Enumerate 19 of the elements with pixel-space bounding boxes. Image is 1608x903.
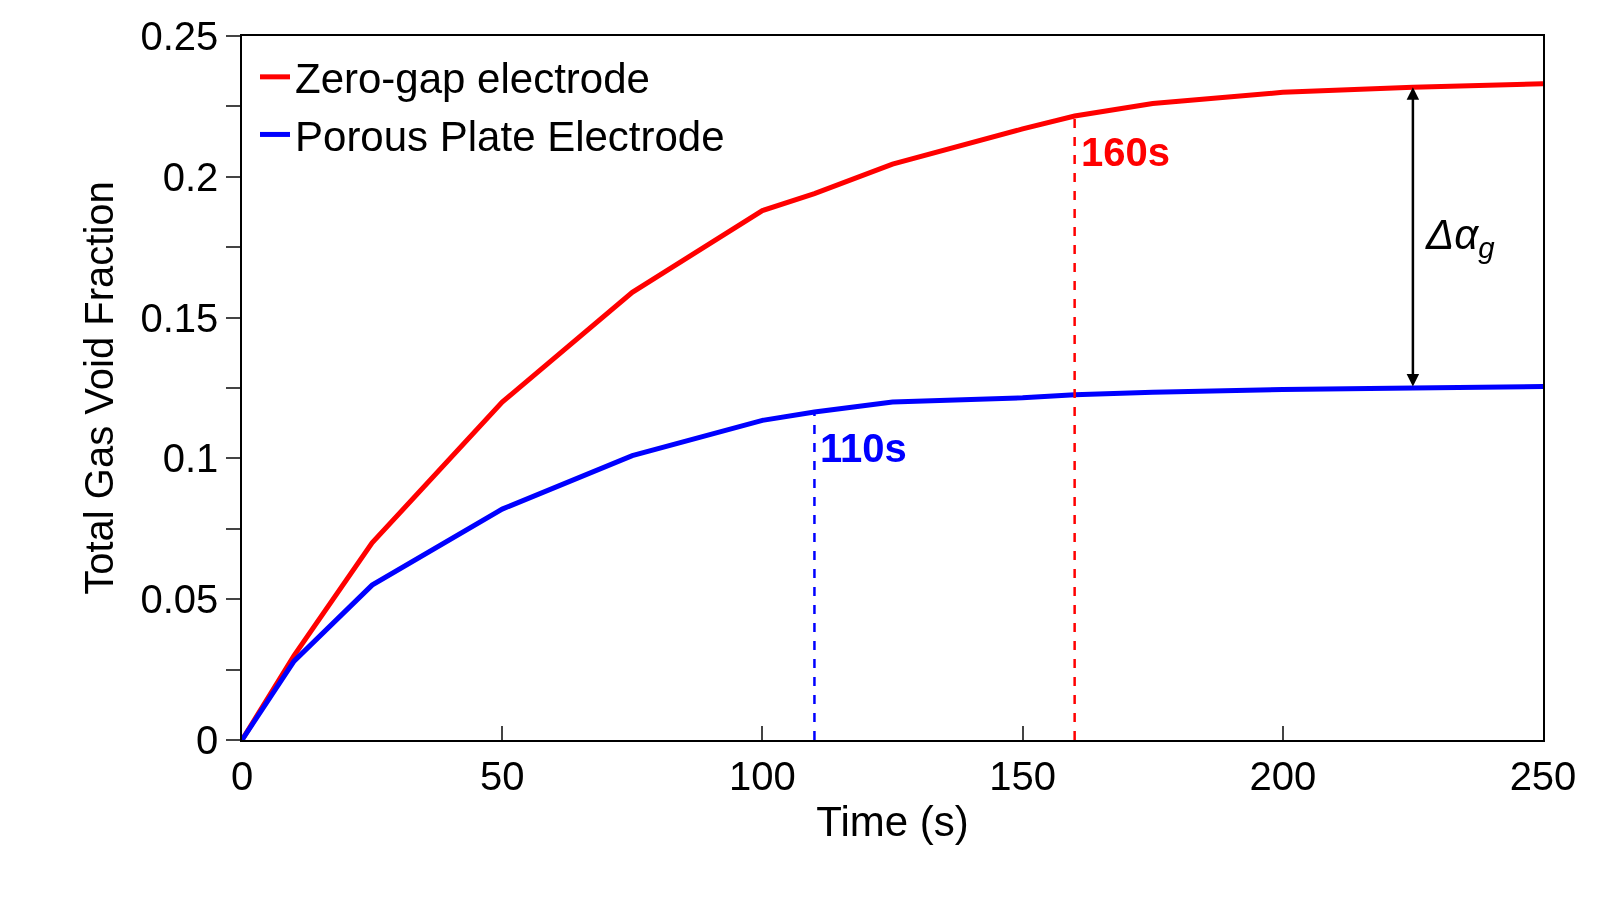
y-tick-label: 0.15 xyxy=(140,295,219,340)
y-tick-label: 0.2 xyxy=(162,154,219,199)
ref-line-label: 160s xyxy=(1081,130,1170,174)
x-tick-label: 100 xyxy=(729,753,796,798)
y-axis-title: Total Gas Void Fraction xyxy=(77,181,122,595)
legend-label: Zero-gap electrode xyxy=(295,55,650,103)
x-tick-label: 0 xyxy=(230,753,254,798)
x-tick-label: 200 xyxy=(1249,753,1317,798)
y-tick-label: 0.25 xyxy=(140,14,219,58)
y-tick-label: 0.1 xyxy=(162,436,219,481)
x-tick-label: 250 xyxy=(1509,753,1577,798)
y-tick-label: 0 xyxy=(196,718,219,762)
ref-line-label: 110s xyxy=(820,426,907,470)
x-axis-title: Time (s) xyxy=(816,798,969,846)
annotation: Δα$_{g}$ xyxy=(1425,211,1496,264)
legend-label: Porous Plate Electrode xyxy=(295,112,725,160)
y-tick-label: 0.05 xyxy=(140,577,219,622)
x-tick-label: 150 xyxy=(989,753,1056,798)
x-tick-label: 50 xyxy=(479,753,525,798)
